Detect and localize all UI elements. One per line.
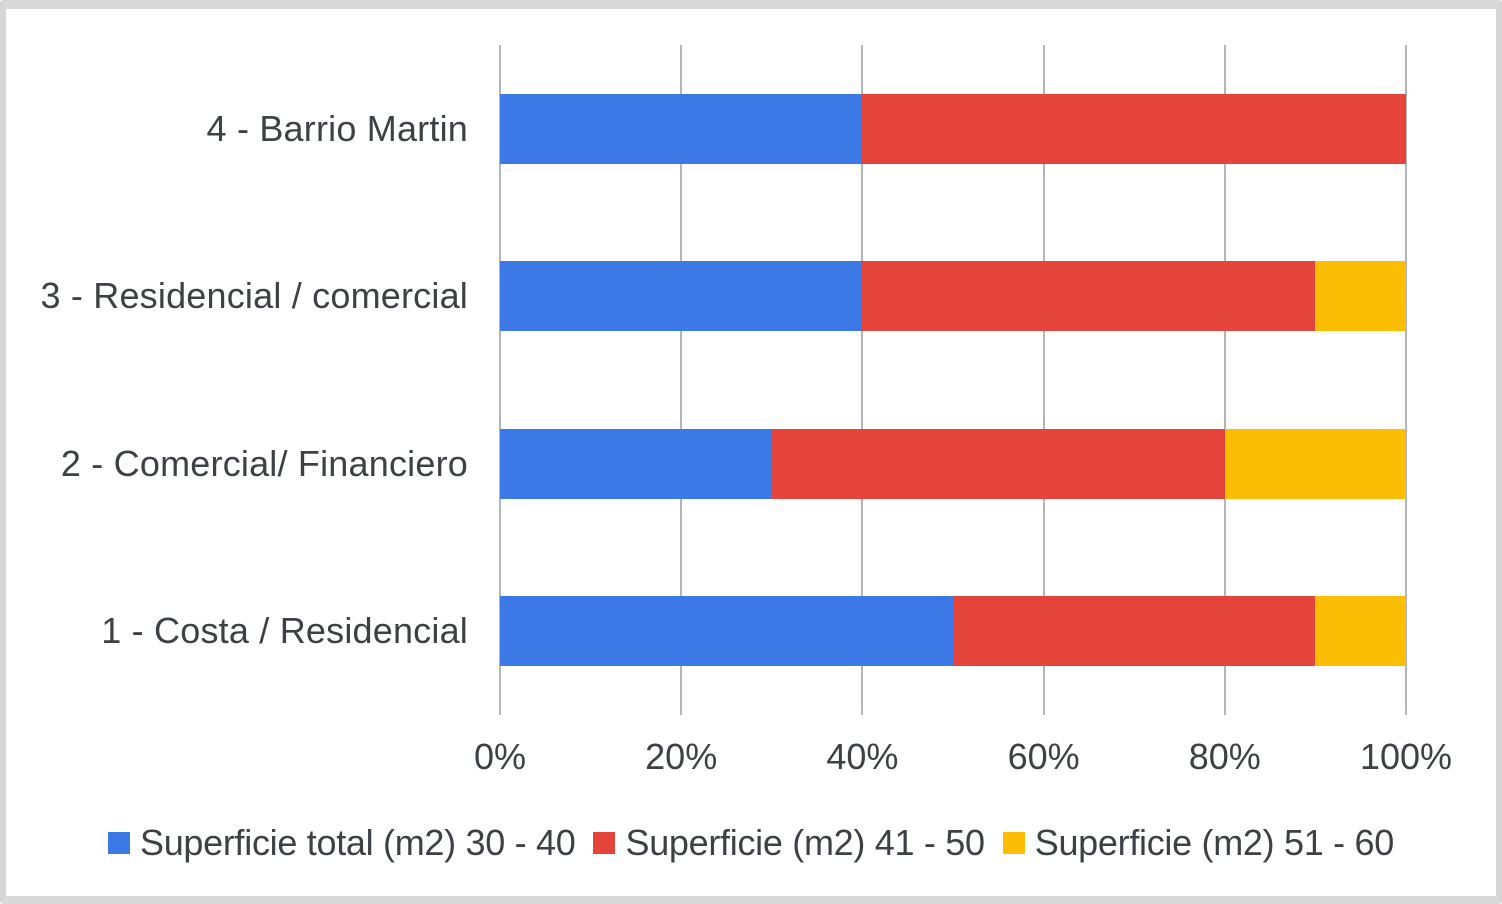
gridline-20%	[680, 45, 683, 715]
bar-segment	[771, 428, 1225, 499]
bar-segment	[500, 261, 863, 332]
stacked-bar-row	[500, 93, 1406, 164]
bar-segment	[500, 596, 953, 667]
legend-swatch-icon	[107, 832, 130, 854]
x-axis: 0% 20% 40% 60% 80% 100%	[474, 736, 1452, 782]
legend-item: Superficie (m2) 41 - 50	[593, 822, 985, 864]
bar-segment	[1315, 596, 1406, 667]
gridline-0%	[499, 45, 501, 715]
x-tick-label: 20%	[645, 736, 718, 777]
bar-segment	[1224, 428, 1406, 499]
legend-label: Superficie (m2) 51 - 60	[1034, 822, 1395, 863]
x-tick-label: 40%	[826, 736, 899, 777]
bar-segment	[862, 261, 1316, 332]
legend-label: Superficie total (m2) 30 - 40	[139, 822, 576, 863]
legend: Superficie total (m2) 30 - 40 Superficie …	[0, 818, 1502, 868]
stacked-bar-row	[500, 261, 1406, 332]
x-tick-label: 100%	[1359, 736, 1453, 777]
y-axis-category-labels: 4 - Barrio Martin 3 - Residencial / comer…	[0, 45, 470, 715]
legend-swatch-icon	[1002, 832, 1025, 854]
bar-segment	[1315, 261, 1406, 332]
category-label: 4 - Barrio Martin	[206, 107, 468, 149]
gridline-60%	[1042, 45, 1045, 715]
bar-segment	[953, 596, 1316, 667]
bar-segment	[500, 428, 772, 499]
x-tick-label: 0%	[473, 736, 527, 777]
legend-swatch-icon	[593, 832, 616, 854]
bar-segment	[500, 93, 863, 164]
gridline-100%	[1405, 45, 1407, 715]
gridline-40%	[861, 45, 864, 715]
x-tick-label: 80%	[1188, 736, 1261, 777]
gridline-80%	[1223, 45, 1226, 715]
legend-item: Superficie total (m2) 30 - 40	[107, 822, 576, 864]
category-label: 1 - Costa / Residencial	[101, 610, 468, 652]
category-label: 2 - Comercial/ Financiero	[60, 442, 468, 484]
legend-label: Superficie (m2) 41 - 50	[625, 822, 985, 863]
bar-segment	[862, 93, 1406, 164]
plot-area	[499, 45, 1407, 715]
stacked-bar-row	[500, 428, 1406, 499]
x-tick-label: 60%	[1007, 736, 1080, 777]
legend-item: Superficie (m2) 51 - 60	[1002, 822, 1395, 864]
stacked-bar-row	[500, 596, 1406, 667]
category-label: 3 - Residencial / comercial	[40, 275, 468, 317]
